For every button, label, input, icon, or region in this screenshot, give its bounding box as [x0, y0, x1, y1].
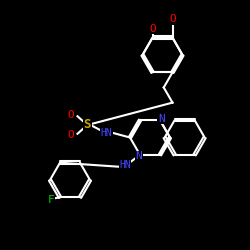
Text: N: N — [158, 114, 164, 124]
Text: N: N — [136, 151, 142, 161]
Text: F: F — [48, 195, 54, 205]
Text: HN: HN — [119, 160, 131, 170]
Text: S: S — [84, 118, 91, 132]
Text: O: O — [68, 110, 74, 120]
Text: O: O — [149, 24, 156, 34]
Text: O: O — [68, 130, 74, 140]
Text: O: O — [169, 14, 176, 24]
Text: HN: HN — [100, 128, 112, 138]
